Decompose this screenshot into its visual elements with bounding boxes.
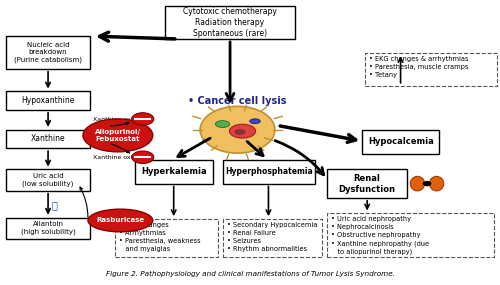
Ellipse shape xyxy=(88,209,153,232)
Ellipse shape xyxy=(250,119,260,124)
Text: Rasburicase: Rasburicase xyxy=(96,217,144,223)
Ellipse shape xyxy=(216,121,230,127)
Text: Allopurinol/
Febuxostat: Allopurinol/ Febuxostat xyxy=(95,129,141,142)
FancyBboxPatch shape xyxy=(6,91,90,110)
Text: Uric acid
(low solubility): Uric acid (low solubility) xyxy=(22,173,74,187)
Text: 👍: 👍 xyxy=(52,200,58,210)
Text: • Cancer cell lysis: • Cancer cell lysis xyxy=(188,96,287,106)
FancyBboxPatch shape xyxy=(6,170,90,191)
FancyBboxPatch shape xyxy=(165,6,295,39)
FancyBboxPatch shape xyxy=(6,36,90,69)
FancyBboxPatch shape xyxy=(222,160,315,184)
FancyBboxPatch shape xyxy=(116,219,218,257)
Text: • EKG changes & arrhythmias
• Paresthesia, muscle cramps
• Tetany: • EKG changes & arrhythmias • Paresthesi… xyxy=(368,56,468,78)
Text: Nucleic acid
breakdown
(Purine catabolism): Nucleic acid breakdown (Purine catabolis… xyxy=(14,42,82,63)
FancyBboxPatch shape xyxy=(328,170,407,198)
Text: Hypoxanthine: Hypoxanthine xyxy=(22,96,75,105)
Text: Cytotoxic chemotherapy
Radiation therapy
Spontaneous (rare): Cytotoxic chemotherapy Radiation therapy… xyxy=(183,7,277,38)
Text: • Uric acid nephropathy
• Nephrocalcinosis
• Obstructive nephropathy
• Xanthine : • Uric acid nephropathy • Nephrocalcinos… xyxy=(332,216,430,255)
FancyBboxPatch shape xyxy=(362,130,440,154)
Circle shape xyxy=(132,113,154,125)
Ellipse shape xyxy=(410,176,424,191)
Text: Xanthine oxidase: Xanthine oxidase xyxy=(93,155,148,160)
FancyBboxPatch shape xyxy=(6,130,90,148)
FancyBboxPatch shape xyxy=(328,213,494,257)
Text: Xanthine oxidase: Xanthine oxidase xyxy=(93,117,148,122)
Text: Allantoin
(high solubility): Allantoin (high solubility) xyxy=(20,221,76,235)
Ellipse shape xyxy=(234,129,246,135)
Text: Hyperphosphatemia: Hyperphosphatemia xyxy=(225,167,312,176)
FancyBboxPatch shape xyxy=(222,219,322,257)
Ellipse shape xyxy=(83,119,153,152)
Text: • EKG changes
• Arrhythmias
• Paresthesia, weakness
   and myalgias: • EKG changes • Arrhythmias • Paresthesi… xyxy=(120,222,201,252)
Text: Hypocalcemia: Hypocalcemia xyxy=(368,137,434,146)
Text: • Secondary Hypocalcemia
• Renal Failure
• Seizures
• Rhythm abnormalities: • Secondary Hypocalcemia • Renal Failure… xyxy=(226,222,317,252)
Text: Xanthine: Xanthine xyxy=(31,135,66,143)
Ellipse shape xyxy=(430,176,444,191)
Text: Figure 2. Pathophysiology and clinical manifestations of Tumor Lysis Syndrome.: Figure 2. Pathophysiology and clinical m… xyxy=(106,271,395,277)
FancyBboxPatch shape xyxy=(364,53,497,86)
Ellipse shape xyxy=(422,181,432,186)
Ellipse shape xyxy=(230,124,256,138)
Circle shape xyxy=(132,151,154,164)
FancyBboxPatch shape xyxy=(6,218,90,239)
FancyBboxPatch shape xyxy=(136,160,212,184)
Ellipse shape xyxy=(200,106,275,153)
Text: Hyperkalemia: Hyperkalemia xyxy=(141,167,207,176)
Text: Renal
Dysfunction: Renal Dysfunction xyxy=(338,174,396,194)
